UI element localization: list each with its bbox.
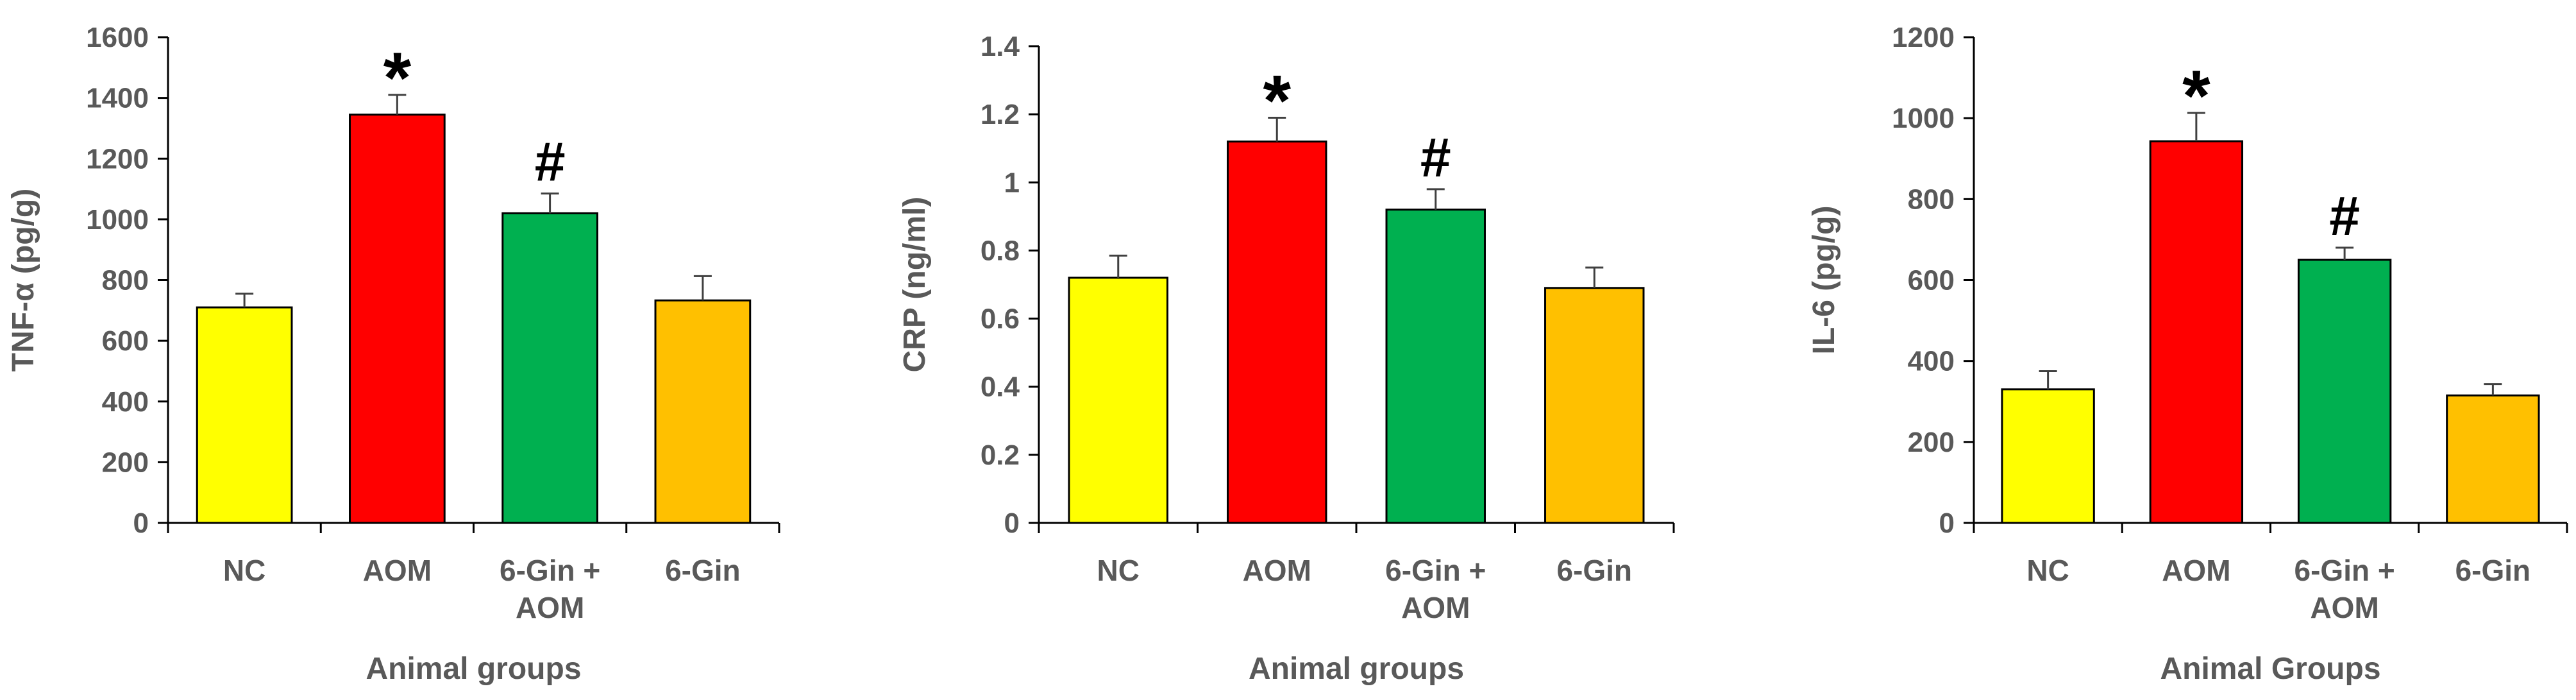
y-tick-label: 200 (1908, 427, 1955, 458)
y-tick-label: 200 (102, 447, 149, 478)
chart-panel-1: 0 200 400 600 800 1000 1200 1400 1600 NC * AOM #6-Gi… (6, 22, 780, 686)
bar (2001, 388, 2095, 524)
x-category-label: AOM (2162, 554, 2230, 587)
y-tick-label: 1000 (1892, 103, 1955, 134)
y-tick-label: 1200 (1892, 22, 1955, 53)
x-category-label: AOM (363, 554, 432, 587)
y-axis-title: CRP (ng/ml) (898, 197, 932, 373)
chart-panel-2: 0 0.2 0.4 0.6 0.8 1 1.2 1.4 NC * AOM #6-Gin + AOM 6-G… (898, 31, 1675, 686)
y-tick-label: 0.4 (981, 371, 1020, 403)
y-tick-label: 1.4 (981, 31, 1020, 62)
bar (1385, 209, 1486, 524)
bar (501, 212, 598, 524)
bar (1068, 277, 1168, 524)
x-category-label: NC (1097, 554, 1140, 587)
significance-hash: # (1420, 127, 1451, 189)
x-category-label: 6-Gin + (2294, 554, 2395, 587)
x-axis-title: Animal groups (366, 652, 581, 686)
x-category-label: NC (223, 554, 265, 587)
x-category-label: 6-Gin (2455, 554, 2531, 587)
y-tick-label: 1400 (86, 83, 149, 114)
y-tick-label: 800 (1908, 184, 1955, 215)
y-tick-label: 0 (133, 508, 149, 539)
significance-hash: # (2329, 185, 2360, 247)
chart-panel-3: 0 200 400 600 800 1000 1200 NC * AOM #6-Gin + AOM 6-… (1807, 22, 2568, 686)
x-axis-title: Animal groups (1249, 652, 1464, 686)
y-tick-label: 0.8 (981, 235, 1020, 266)
significance-asterisk: * (2182, 56, 2210, 136)
y-tick-label: 800 (102, 265, 149, 296)
y-tick-label: 1200 (86, 143, 149, 175)
y-tick-label: 400 (102, 386, 149, 418)
y-tick-label: 0.6 (981, 303, 1020, 335)
y-tick-label: 0 (1939, 508, 1955, 539)
x-category-label: AOM (1401, 591, 1470, 624)
bar (2297, 259, 2392, 524)
y-tick-label: 600 (102, 325, 149, 357)
y-tick-label: 1 (1004, 167, 1020, 198)
significance-asterisk: * (1263, 60, 1291, 141)
y-tick-label: 1.2 (981, 99, 1020, 130)
x-category-label: 6-Gin (1556, 554, 1632, 587)
y-tick-label: 0.2 (981, 440, 1020, 471)
significance-hash: # (535, 132, 566, 193)
bar (1227, 141, 1327, 524)
y-tick-label: 400 (1908, 346, 1955, 377)
x-axis-title: Animal Groups (2160, 652, 2380, 686)
bar (196, 306, 293, 524)
y-tick-label: 0 (1004, 508, 1020, 539)
x-category-label: AOM (2310, 591, 2378, 624)
bar (654, 299, 752, 524)
y-axis-title: IL-6 (pg/g) (1807, 206, 1841, 355)
y-tick-label: 1600 (86, 22, 149, 53)
x-category-label: 6-Gin (665, 554, 741, 587)
y-axis-title: TNF-α (pg/g) (6, 189, 40, 371)
x-category-label: AOM (1243, 554, 1311, 587)
bar (2446, 394, 2540, 524)
bar (2149, 140, 2244, 524)
bar (349, 114, 446, 524)
significance-asterisk: * (383, 38, 412, 118)
x-category-label: AOM (516, 591, 584, 624)
y-tick-label: 1000 (86, 204, 149, 235)
x-category-label: 6-Gin + (1385, 554, 1486, 587)
y-tick-label: 600 (1908, 265, 1955, 296)
x-category-label: NC (2026, 554, 2069, 587)
bar (1544, 287, 1645, 524)
x-category-label: 6-Gin + (500, 554, 600, 587)
